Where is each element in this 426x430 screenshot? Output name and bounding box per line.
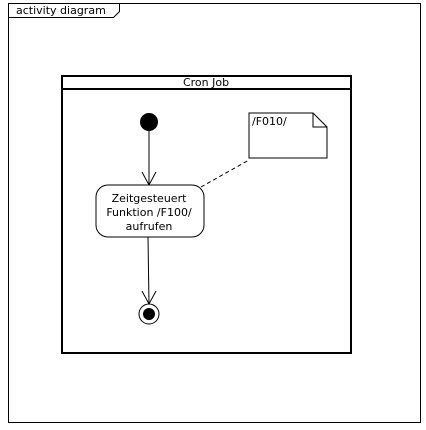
action-label-line-2: Funktion /F100/ — [106, 206, 192, 219]
frame-title: activity diagram — [16, 4, 106, 17]
note-connector — [200, 159, 250, 188]
partition-title: Cron Job — [183, 76, 229, 89]
edge-action-to-final — [147, 236, 150, 305]
action-node — [95, 184, 205, 238]
note-box — [248, 112, 328, 159]
action-label-line-3: aufrufen — [126, 220, 173, 233]
note-text: /F010/ — [252, 115, 287, 128]
note-folded-corner — [312, 113, 327, 128]
action-label-line-1: Zeitgesteuert — [112, 192, 187, 205]
final-node-core — [143, 308, 155, 320]
initial-node — [140, 113, 158, 131]
frame-title-tab — [8, 3, 120, 18]
